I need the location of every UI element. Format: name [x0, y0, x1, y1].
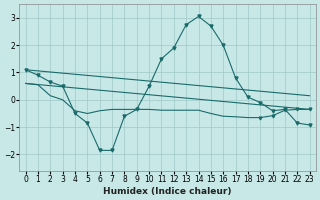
X-axis label: Humidex (Indice chaleur): Humidex (Indice chaleur) [103, 187, 232, 196]
